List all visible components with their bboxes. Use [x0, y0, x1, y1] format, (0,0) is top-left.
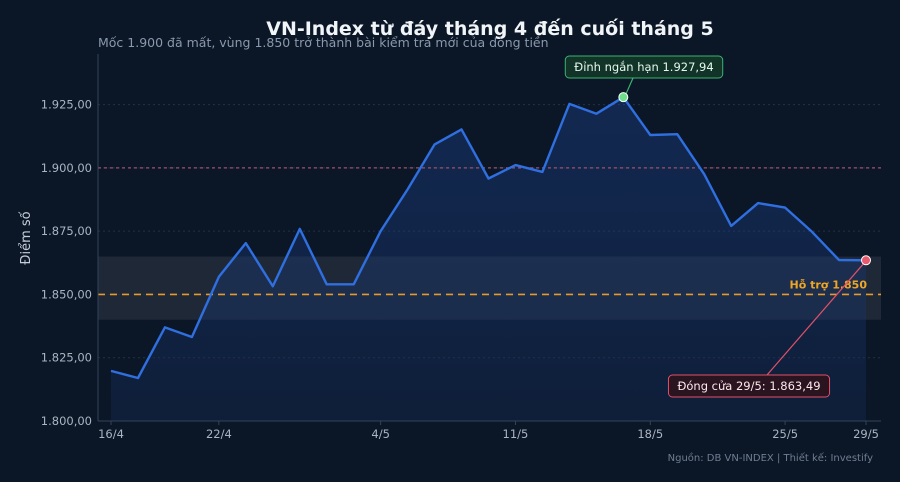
y-tick-label: 1.825,00: [41, 351, 92, 365]
x-tick-label: 16/4: [98, 427, 124, 441]
y-tick-label: 1.850,00: [41, 287, 92, 301]
series-line: [110, 96, 867, 380]
x-tick-label: 29/5: [853, 427, 879, 441]
annotation-text: Đỉnh ngắn hạn 1.927,94: [574, 60, 713, 74]
x-tick-label: 25/5: [772, 427, 798, 441]
support-line-label: Hỗ trợ 1.850: [790, 278, 868, 291]
y-tick-label: 1.800,00: [41, 414, 92, 428]
series-area: [111, 97, 866, 421]
close-marker: [861, 255, 871, 266]
x-tick-label: 22/4: [206, 427, 232, 441]
source-note: Nguồn: DB VN-INDEX | Thiết kế: Investify: [668, 452, 873, 464]
y-tick-label: 1.900,00: [41, 161, 92, 175]
y-tick-label: 1.925,00: [41, 98, 92, 112]
chart-subtitle: Mốc 1.900 đã mất, vùng 1.850 trở thành b…: [98, 35, 549, 50]
annotation-text: Đóng cửa 29/5: 1.863,49: [677, 379, 820, 393]
annotation-box: [667, 374, 831, 398]
y-tick-label: 1.875,00: [41, 224, 92, 238]
annotation-arrow: [766, 263, 864, 376]
y-axis-label: Điểm số: [19, 211, 34, 264]
x-tick-label: 11/5: [503, 427, 529, 441]
x-tick-label: 18/5: [637, 427, 663, 441]
annotation-arrow: [625, 77, 634, 94]
chart-title: VN-Index từ đáy tháng 4 đến cuối tháng 5: [266, 17, 714, 40]
annotation-box: [564, 55, 724, 79]
peak-marker: [618, 92, 629, 103]
x-tick-label: 4/5: [371, 427, 390, 441]
